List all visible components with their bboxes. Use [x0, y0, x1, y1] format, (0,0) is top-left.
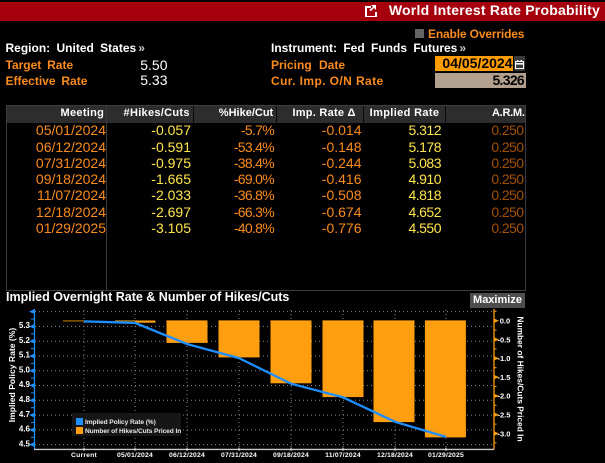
svg-text:Number of Hikes/Cuts Priced In: Number of Hikes/Cuts Priced In — [516, 316, 526, 441]
svg-text:06/12/2024: 06/12/2024 — [169, 452, 205, 459]
svg-text:4.8: 4.8 — [19, 395, 31, 404]
svg-text:-1.0: -1.0 — [498, 354, 511, 363]
svg-text:4.9: 4.9 — [19, 380, 31, 389]
svg-text:Implied Policy Rate (%): Implied Policy Rate (%) — [85, 419, 156, 426]
svg-text:5.3: 5.3 — [19, 321, 31, 330]
svg-text:-0.5: -0.5 — [498, 335, 511, 344]
svg-text:4.7: 4.7 — [19, 410, 31, 419]
svg-text:5.2: 5.2 — [19, 336, 31, 345]
svg-text:4.5: 4.5 — [19, 439, 31, 448]
svg-text:5.1: 5.1 — [19, 351, 31, 360]
svg-text:12/18/2024: 12/18/2024 — [377, 452, 413, 459]
svg-text:Number of Hikes/Cuts Priced In: Number of Hikes/Cuts Priced In — [85, 428, 181, 435]
svg-text:-2.0: -2.0 — [498, 392, 511, 401]
svg-text:4.6: 4.6 — [19, 425, 31, 434]
svg-text:0.0: 0.0 — [500, 317, 510, 326]
svg-text:5.0: 5.0 — [19, 365, 31, 374]
svg-text:05/01/2024: 05/01/2024 — [117, 452, 153, 459]
svg-text:Current: Current — [71, 452, 97, 459]
svg-text:07/31/2024: 07/31/2024 — [221, 452, 257, 459]
svg-text:-3.0: -3.0 — [498, 429, 511, 438]
svg-text:-2.5: -2.5 — [498, 411, 511, 420]
svg-text:-1.5: -1.5 — [498, 373, 511, 382]
svg-text:Implied Policy Rate (%): Implied Policy Rate (%) — [7, 328, 17, 423]
svg-text:09/18/2024: 09/18/2024 — [273, 452, 309, 459]
svg-text:11/07/2024: 11/07/2024 — [325, 452, 361, 459]
svg-text:01/29/2025: 01/29/2025 — [428, 452, 464, 459]
